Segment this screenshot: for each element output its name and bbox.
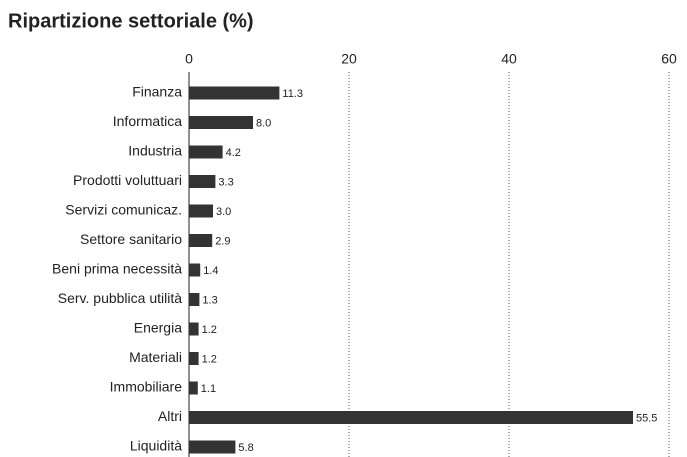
x-tick-label: 20 xyxy=(341,51,357,67)
bar xyxy=(189,293,200,306)
category-label: Immobiliare xyxy=(110,379,183,395)
value-label: 8.0 xyxy=(256,117,271,129)
value-label: 4.2 xyxy=(226,147,241,159)
chart-title: Ripartizione settoriale (%) xyxy=(8,10,254,32)
category-label: Serv. pubblica utilità xyxy=(58,290,182,306)
value-label: 5.8 xyxy=(238,442,253,454)
value-label: 1.4 xyxy=(203,265,218,277)
value-label: 1.2 xyxy=(202,324,217,336)
category-label: Prodotti voluttuari xyxy=(73,172,182,188)
bar xyxy=(189,381,198,395)
category-label: Energia xyxy=(134,320,182,336)
x-tick-label: 40 xyxy=(501,51,517,67)
bar xyxy=(189,352,199,365)
category-label: Liquidità xyxy=(130,438,182,454)
value-label: 3.0 xyxy=(216,206,231,218)
category-label: Informatica xyxy=(113,113,182,129)
bar xyxy=(189,86,280,100)
category-label: Servizi comunicaz. xyxy=(65,202,182,218)
category-label: Altri xyxy=(158,408,182,424)
bar xyxy=(189,322,199,336)
category-label: Materiali xyxy=(129,349,182,365)
bar xyxy=(189,440,236,454)
category-label: Settore sanitario xyxy=(80,231,182,247)
value-label: 11.3 xyxy=(282,88,303,100)
value-label: 55.5 xyxy=(636,412,657,424)
category-label: Finanza xyxy=(132,84,182,100)
x-tick-label: 0 xyxy=(185,51,193,67)
bar xyxy=(189,234,213,247)
value-label: 1.1 xyxy=(201,383,216,395)
value-label: 1.2 xyxy=(202,353,217,365)
bar xyxy=(189,204,213,218)
bar xyxy=(189,145,223,159)
category-label: Industria xyxy=(128,143,182,159)
bar xyxy=(189,175,216,188)
x-tick-label: 60 xyxy=(661,51,677,67)
bar xyxy=(189,263,201,277)
bar xyxy=(189,116,253,129)
value-label: 1.3 xyxy=(202,294,217,306)
category-label: Beni prima necessità xyxy=(52,261,182,277)
bar xyxy=(189,411,633,424)
value-label: 3.3 xyxy=(218,176,233,188)
value-label: 2.9 xyxy=(215,235,230,247)
